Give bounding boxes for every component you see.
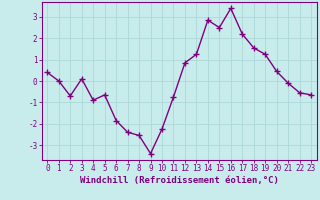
X-axis label: Windchill (Refroidissement éolien,°C): Windchill (Refroidissement éolien,°C) xyxy=(80,176,279,185)
